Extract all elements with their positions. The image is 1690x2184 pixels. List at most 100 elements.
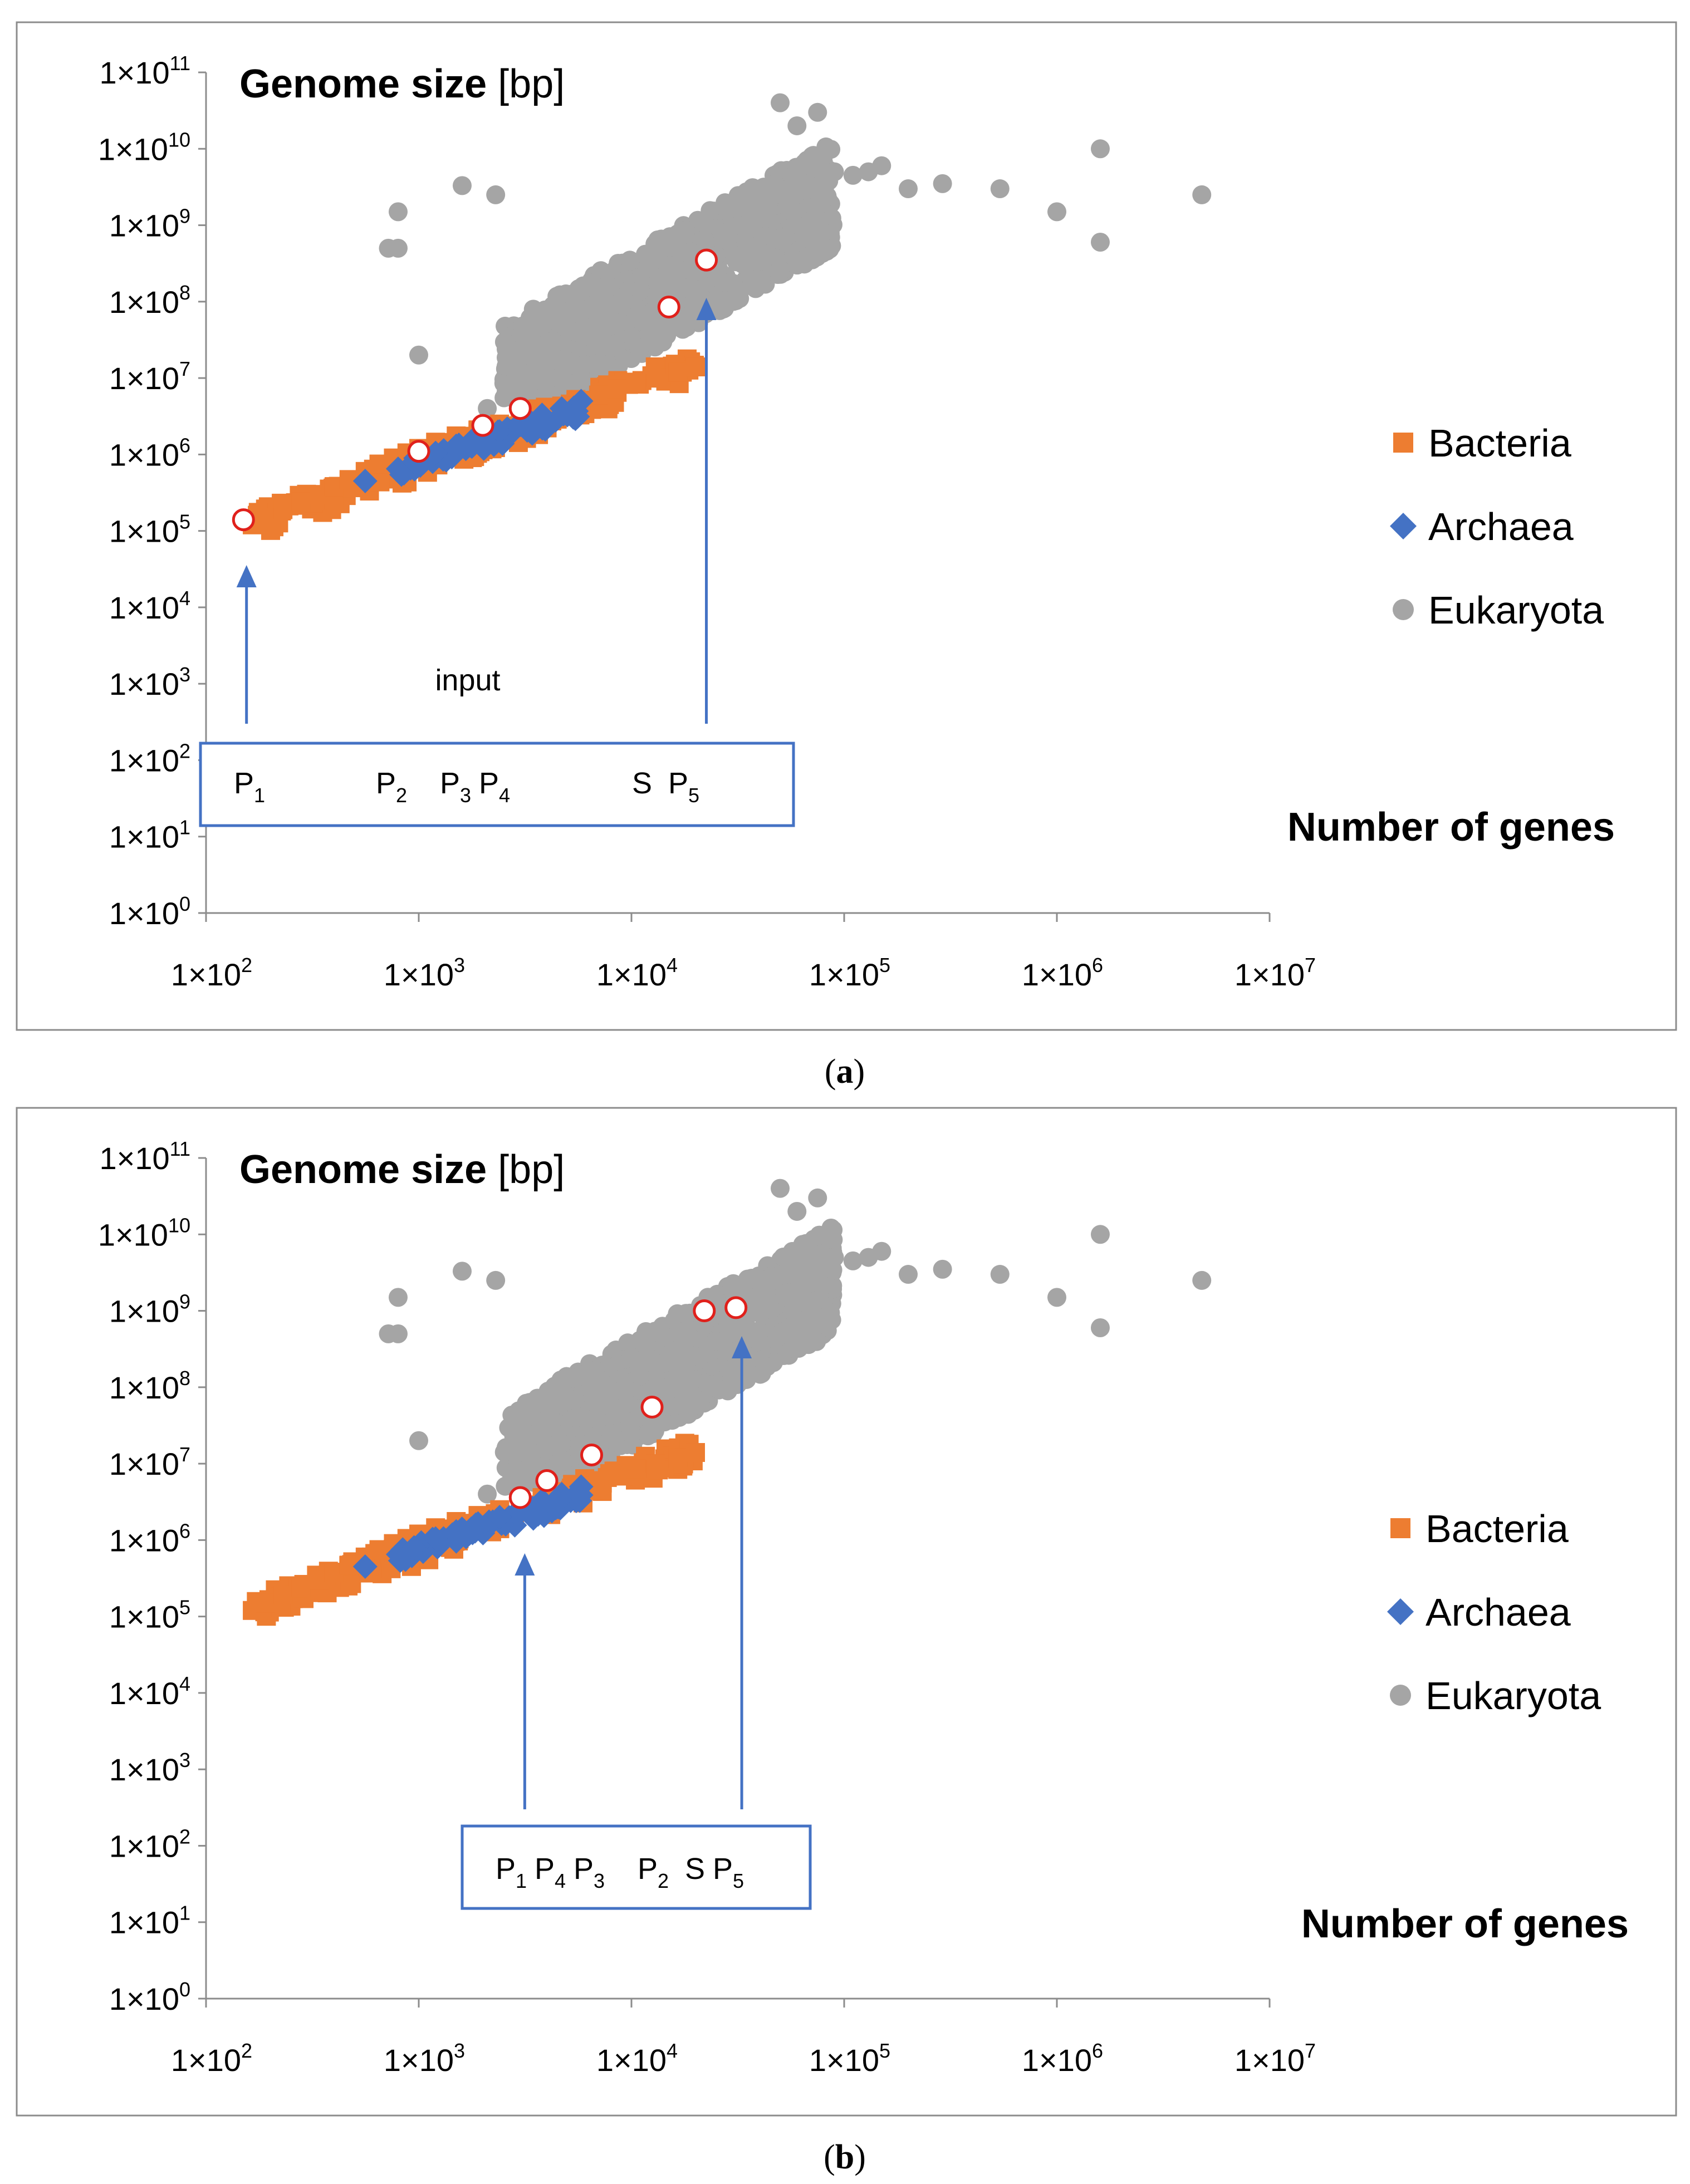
bacteria-point <box>668 362 688 382</box>
y-tick-label: 1×109 <box>109 1290 190 1329</box>
eukaryota-point <box>825 1248 844 1267</box>
archaea-point <box>423 1526 448 1551</box>
eukaryota-point <box>668 1304 687 1323</box>
eukaryota-point <box>843 165 863 185</box>
eukaryota-point <box>486 185 506 204</box>
box-label: S <box>632 767 652 800</box>
eukaryota-point <box>818 224 837 244</box>
arrow-head <box>515 1553 535 1576</box>
archaea-point <box>530 403 555 428</box>
box-label-subscript: 3 <box>460 784 471 807</box>
y-tick-base: 1×10 <box>109 1446 179 1481</box>
box-label-subscript: 2 <box>396 784 407 807</box>
y-tick-base: 1×10 <box>109 284 179 320</box>
y-tick-label: 1×104 <box>109 1672 190 1711</box>
archaea-point <box>549 1481 574 1506</box>
bacteria-point <box>685 1443 705 1462</box>
eukaryota-point <box>795 1312 814 1331</box>
eukaryota-point <box>586 325 605 344</box>
eukaryota-point <box>516 1431 536 1450</box>
eukaryota-point <box>694 212 714 231</box>
y-tick-exponent: 2 <box>179 739 190 762</box>
x-tick-label: 1×102 <box>171 954 252 992</box>
eukaryota-point <box>601 1424 620 1443</box>
eukaryota-point <box>1192 1270 1212 1290</box>
eukaryota-point <box>612 296 631 315</box>
eukaryota-point <box>801 1326 820 1345</box>
eukaryota-point <box>767 1328 786 1348</box>
archaea-point <box>444 1519 469 1544</box>
x-axis-title: Number of genes <box>1301 1902 1629 1946</box>
bacteria-point <box>256 508 275 527</box>
eukaryota-point <box>630 281 650 300</box>
eukaryota-point <box>551 313 571 333</box>
eukaryota-point <box>795 1259 814 1279</box>
x-tick-base: 1×10 <box>596 957 667 992</box>
eukaryota-point <box>511 1461 530 1481</box>
box-label-base: S <box>685 1852 705 1886</box>
eukaryota-point <box>762 1300 781 1319</box>
legend-label: Archaea <box>1428 505 1574 548</box>
legend-archaea-marker <box>1387 1598 1414 1625</box>
y-tick-exponent: 6 <box>179 1519 190 1542</box>
eukaryota-point <box>804 1230 824 1249</box>
caption-letter: b <box>835 2138 854 2176</box>
bacteria-point <box>685 357 705 377</box>
eukaryota-point <box>808 1188 827 1208</box>
eukaryota-point <box>649 269 669 288</box>
archaea-point <box>401 1535 427 1560</box>
y-tick-exponent: 10 <box>168 128 190 151</box>
eukaryota-point <box>815 1275 834 1294</box>
x-tick-label: 1×103 <box>384 2039 465 2078</box>
eukaryota-point <box>649 1354 669 1374</box>
bacteria-point <box>626 1459 646 1479</box>
selected-point <box>580 1443 604 1466</box>
box-label: P2 <box>638 1852 669 1892</box>
y-tick-base: 1×10 <box>109 590 179 625</box>
archaea-point <box>549 396 574 421</box>
eukaryota-point <box>820 239 839 259</box>
eukaryota-point <box>714 273 733 293</box>
caption-paren-close: ) <box>854 1053 865 1091</box>
y-axis-title: Genome size [bp] <box>239 1147 565 1192</box>
eukaryota-point <box>787 1201 807 1221</box>
x-tick-exponent: 6 <box>1092 2039 1103 2062</box>
archaea-point <box>530 1488 555 1513</box>
eukaryota-point <box>622 327 641 346</box>
eukaryota-point <box>621 1396 640 1416</box>
bacteria-point <box>626 374 646 393</box>
x-tick-base: 1×10 <box>809 957 879 992</box>
eukaryota-point <box>566 322 586 342</box>
eukaryota-point <box>665 256 684 275</box>
eukaryota-point <box>542 1417 561 1437</box>
y-axis-title-main: Genome size <box>239 1147 487 1192</box>
x-tick-label: 1×107 <box>1235 954 1316 992</box>
bacteria-point <box>668 1448 688 1468</box>
y-tick-base: 1×10 <box>109 666 179 701</box>
x-tick-exponent: 7 <box>1305 954 1316 976</box>
eukaryota-point <box>800 246 819 266</box>
eukaryota-point <box>544 1432 564 1452</box>
y-tick-exponent: 10 <box>168 1214 190 1236</box>
eukaryota-point <box>787 116 807 135</box>
y-tick-label: 1×108 <box>109 1367 190 1405</box>
eukaryota-point <box>1192 185 1212 204</box>
x-tick-label: 1×104 <box>596 954 678 992</box>
box-label: P3 <box>440 767 471 807</box>
x-tick-base: 1×10 <box>1235 957 1305 992</box>
x-tick-exponent: 5 <box>879 954 890 976</box>
eukaryota-point <box>729 215 748 235</box>
y-axis-title-unit: [bp] <box>487 62 565 106</box>
box-label-base: P <box>376 767 396 800</box>
box-label: P2 <box>376 767 407 807</box>
y-tick-base: 1×10 <box>109 1905 179 1940</box>
y-tick-label: 1×102 <box>109 739 190 778</box>
y-tick-base: 1×10 <box>98 131 168 166</box>
eukaryota-point <box>779 179 799 199</box>
y-tick-exponent: 8 <box>179 281 190 304</box>
eukaryota-point <box>452 176 472 195</box>
y-tick-base: 1×10 <box>98 1217 168 1252</box>
box-label: P1 <box>496 1852 527 1892</box>
y-tick-exponent: 0 <box>179 1978 190 2001</box>
